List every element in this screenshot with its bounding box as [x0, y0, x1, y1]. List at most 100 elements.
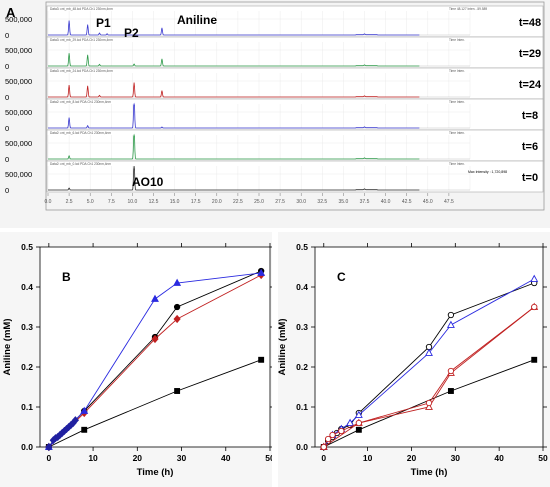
- y-tick-label: 0.3: [21, 322, 33, 332]
- trace-header-text: Data3: cnt_mb_48.lcd PDA Ch1 230nm,4nm: [50, 7, 113, 11]
- trace-y-tick-zero: 0: [5, 155, 9, 164]
- aniline-chart-panel-b: B 0 10 20 30 40 50 0.0 0.1 0.2 0.3 0.4 0.5 Time (h) An…: [0, 232, 272, 487]
- trace-time-label: t=48: [519, 17, 541, 29]
- x-tick-label: 40: [494, 453, 504, 463]
- x-tick-label: 7.5: [108, 199, 115, 205]
- data-point-circle: [531, 303, 538, 311]
- data-point-circle: [447, 367, 455, 375]
- y-tick-label: 0.1: [296, 402, 308, 412]
- chromatogram-traces: Data3: cnt_mb_48.lcd PDA Ch1 230nm,4nm Ti…: [5, 5, 544, 195]
- x-tick-label: 15.0: [170, 199, 180, 205]
- y-axis-label: Aniline (mM): [278, 319, 288, 376]
- data-point-diamond: [71, 416, 79, 425]
- chromatogram-x-axis: 0.0 2.5 5.0 7.5 10.0 12.5 15.0 17.5 20.0 22.5 25.0…: [45, 193, 454, 205]
- x-tick-label: 12.5: [149, 199, 159, 205]
- x-tick-label: 20.0: [212, 199, 222, 205]
- series-line: [48, 359, 262, 448]
- plot-area: [39, 246, 271, 448]
- data-point-circle: [338, 427, 345, 435]
- x-tick-label: 35.0: [339, 199, 349, 205]
- x-tick-label: 32.5: [317, 199, 327, 205]
- x-tick-label: 45.0: [423, 199, 433, 205]
- trace-time-label: t=6: [522, 141, 538, 153]
- trace-signal: [48, 133, 420, 160]
- y-tick-label: 0.5: [296, 242, 308, 252]
- trace-time-label: t=0: [522, 172, 538, 184]
- x-tick-label: 27.5: [275, 199, 285, 205]
- x-tick-label: 50: [538, 453, 548, 463]
- data-point-diamond: [45, 442, 53, 452]
- trace-box: [46, 67, 544, 100]
- data-point-square: [258, 356, 265, 363]
- x-tick-label: 50: [265, 453, 272, 463]
- trace-box: [46, 160, 544, 193]
- x-tick-label: 10: [88, 453, 98, 463]
- trace-y-tick-500000: 500,000: [5, 15, 32, 24]
- trace-signal: [48, 53, 420, 67]
- x-axis-label: Time (h): [411, 467, 448, 478]
- data-point-triangle: [530, 274, 539, 282]
- trace-header-text: Data3: cnt_mb_29.lcd PDA Ch1 230nm,4nm: [50, 38, 113, 42]
- x-tick-label: 2.5: [66, 199, 73, 205]
- x-tick-label: 47.5: [444, 199, 454, 205]
- trace-box: [46, 36, 544, 69]
- data-point-triangle: [446, 320, 455, 328]
- x-tick-label: 20: [133, 453, 143, 463]
- data-point-triangle: [354, 410, 363, 418]
- data-point-triangle: [346, 418, 355, 426]
- x-tick-label: 10.0: [128, 199, 138, 205]
- x-tick-label: 0.0: [45, 199, 52, 205]
- x-tick-label: 25.0: [254, 199, 264, 205]
- panel-a-letter: A: [6, 5, 16, 20]
- data-point-square: [531, 356, 538, 363]
- trace-signal: [48, 20, 420, 36]
- data-point-circle: [173, 303, 181, 311]
- data-point-circle: [320, 443, 327, 451]
- data-point-square: [81, 426, 88, 433]
- x-tick-label: 10: [363, 453, 373, 463]
- y-tick-label: 0.4: [296, 282, 308, 292]
- data-point-diamond: [151, 334, 159, 344]
- chromatogram-panel-a: A Data3: cnt_mb_48.lcd PDA Ch1 230nm,4nm…: [0, 0, 550, 228]
- data-point-triangle: [80, 406, 89, 414]
- annotation-ao10: AO10: [132, 175, 164, 189]
- panel-letter: C: [337, 270, 346, 284]
- trace-right-header-text: Time 48.127 Inten. -59.589: [449, 7, 487, 11]
- trace-right-header-text: Time Inten.: [449, 38, 465, 42]
- trace-time-label: t=29: [519, 48, 541, 60]
- data-point-circle: [447, 311, 455, 319]
- x-tick-label: 20: [407, 453, 417, 463]
- data-point-circle: [425, 399, 433, 407]
- data-point-triangle: [173, 278, 182, 286]
- x-tick-label: 37.5: [360, 199, 370, 205]
- trace-y-tick-zero: 0: [5, 31, 9, 40]
- x-tick-label: 17.5: [191, 199, 201, 205]
- trace-y-tick-500000: 500,000: [5, 77, 32, 86]
- y-tick-label: 0.4: [21, 282, 33, 292]
- y-tick-label: 0.5: [21, 242, 33, 252]
- trace-signal: [48, 102, 420, 129]
- data-point-triangle: [425, 348, 433, 356]
- y-tick-label: 0.2: [21, 362, 33, 372]
- x-tick-label: 40.0: [381, 199, 391, 205]
- trace-box: [46, 5, 544, 38]
- trace-y-tick-zero: 0: [5, 93, 9, 102]
- trace-y-tick-zero: 0: [5, 62, 9, 71]
- data-point-circle: [325, 435, 332, 443]
- panel-letter: B: [62, 270, 71, 284]
- data-point-diamond: [173, 314, 181, 324]
- x-tick-label: 0: [46, 453, 51, 463]
- x-tick-label: 0: [321, 453, 326, 463]
- trace-y-tick-500000: 500,000: [5, 108, 32, 117]
- trace-time-label: t=8: [522, 110, 538, 122]
- y-tick-label: 0.0: [21, 442, 33, 452]
- trace-header-text: Data3: cnt_mb_24.lcd PDA Ch1 230nm,4nm: [50, 69, 113, 73]
- trace-y-tick-500000: 500,000: [5, 139, 32, 148]
- data-point-square: [447, 388, 454, 394]
- trace-box: [46, 129, 544, 162]
- trace-box: [46, 98, 544, 131]
- data-point-triangle: [425, 402, 433, 410]
- trace-y-tick-500000: 500,000: [5, 170, 32, 179]
- y-tick-label: 0.0: [296, 442, 308, 452]
- data-point-triangle: [151, 294, 159, 302]
